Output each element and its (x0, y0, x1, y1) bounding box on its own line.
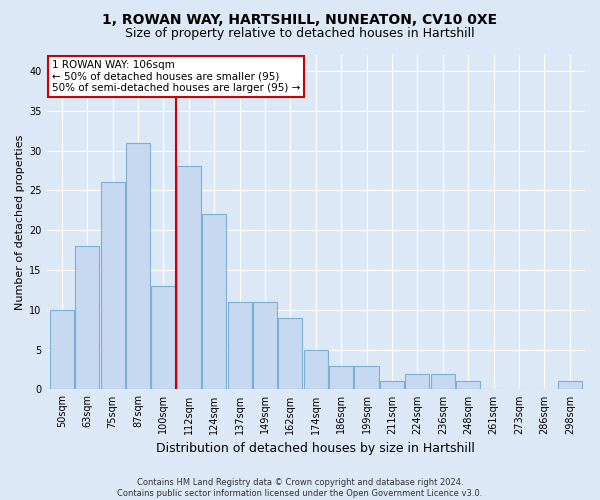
Text: Contains HM Land Registry data © Crown copyright and database right 2024.
Contai: Contains HM Land Registry data © Crown c… (118, 478, 482, 498)
Y-axis label: Number of detached properties: Number of detached properties (15, 134, 25, 310)
Bar (101, 182, 125, 390)
Bar (126, 142, 150, 390)
Bar (278, 318, 302, 390)
Bar (431, 374, 455, 390)
Bar (50, 310, 74, 390)
Text: 1, ROWAN WAY, HARTSHILL, NUNEATON, CV10 0XE: 1, ROWAN WAY, HARTSHILL, NUNEATON, CV10 … (103, 12, 497, 26)
Text: Size of property relative to detached houses in Hartshill: Size of property relative to detached ho… (125, 28, 475, 40)
Bar (151, 286, 175, 390)
Bar (557, 382, 582, 390)
Bar (456, 382, 480, 390)
Bar (202, 214, 226, 390)
Bar (304, 350, 328, 390)
X-axis label: Distribution of detached houses by size in Hartshill: Distribution of detached houses by size … (157, 442, 475, 455)
Bar (75, 246, 99, 390)
Bar (355, 366, 379, 390)
Bar (177, 166, 201, 390)
Bar (380, 382, 404, 390)
Bar (227, 302, 251, 390)
Bar (329, 366, 353, 390)
Text: 1 ROWAN WAY: 106sqm
← 50% of detached houses are smaller (95)
50% of semi-detach: 1 ROWAN WAY: 106sqm ← 50% of detached ho… (52, 60, 300, 93)
Bar (405, 374, 430, 390)
Bar (253, 302, 277, 390)
